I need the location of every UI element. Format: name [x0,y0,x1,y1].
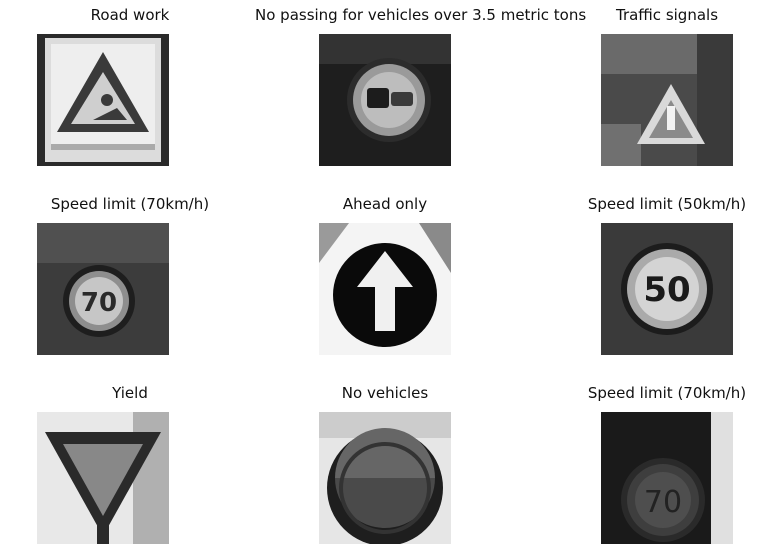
speed-limit-70-sign-icon: 70 [601,412,733,544]
svg-text:70: 70 [81,288,117,318]
panel-speed-limit-70-a: Speed limit (70km/h) 70 [0,195,260,355]
panel-no-passing-trucks: No passing for vehicles over 3.5 metric … [255,6,587,166]
panel-ahead-only: Ahead only [255,195,515,355]
panel-road-work: Road work [0,6,260,166]
panel-traffic-signals: Traffic signals [537,6,774,166]
panel-no-vehicles: No vehicles [255,384,515,544]
panel-speed-limit-50: Speed limit (50km/h) 50 [537,195,774,355]
panel-caption: Speed limit (70km/h) [587,384,747,402]
speed-limit-50-sign-icon: 50 [601,223,733,355]
ahead-only-sign-icon [319,223,451,355]
panel-caption: Road work [90,6,170,24]
panel-caption: Speed limit (50km/h) [587,195,747,213]
panel-caption: Traffic signals [615,6,719,24]
speed-limit-70-sign-icon: 70 [37,223,169,355]
yield-sign-icon [37,412,169,544]
panel-caption: Yield [112,384,148,402]
panel-caption: Ahead only [342,195,428,213]
panel-yield: Yield [0,384,260,544]
panel-caption: No vehicles [341,384,429,402]
no-vehicles-sign-icon [319,412,451,544]
panel-caption: Speed limit (70km/h) [50,195,210,213]
panel-caption: No passing for vehicles over 3.5 metric … [255,6,587,24]
svg-text:50: 50 [643,270,690,310]
no-passing-trucks-sign-icon [319,34,451,166]
panel-speed-limit-70-b: Speed limit (70km/h) 70 [537,384,774,544]
road-work-sign-icon [37,34,169,166]
svg-text:70: 70 [644,485,682,520]
traffic-signals-sign-icon [601,34,733,166]
